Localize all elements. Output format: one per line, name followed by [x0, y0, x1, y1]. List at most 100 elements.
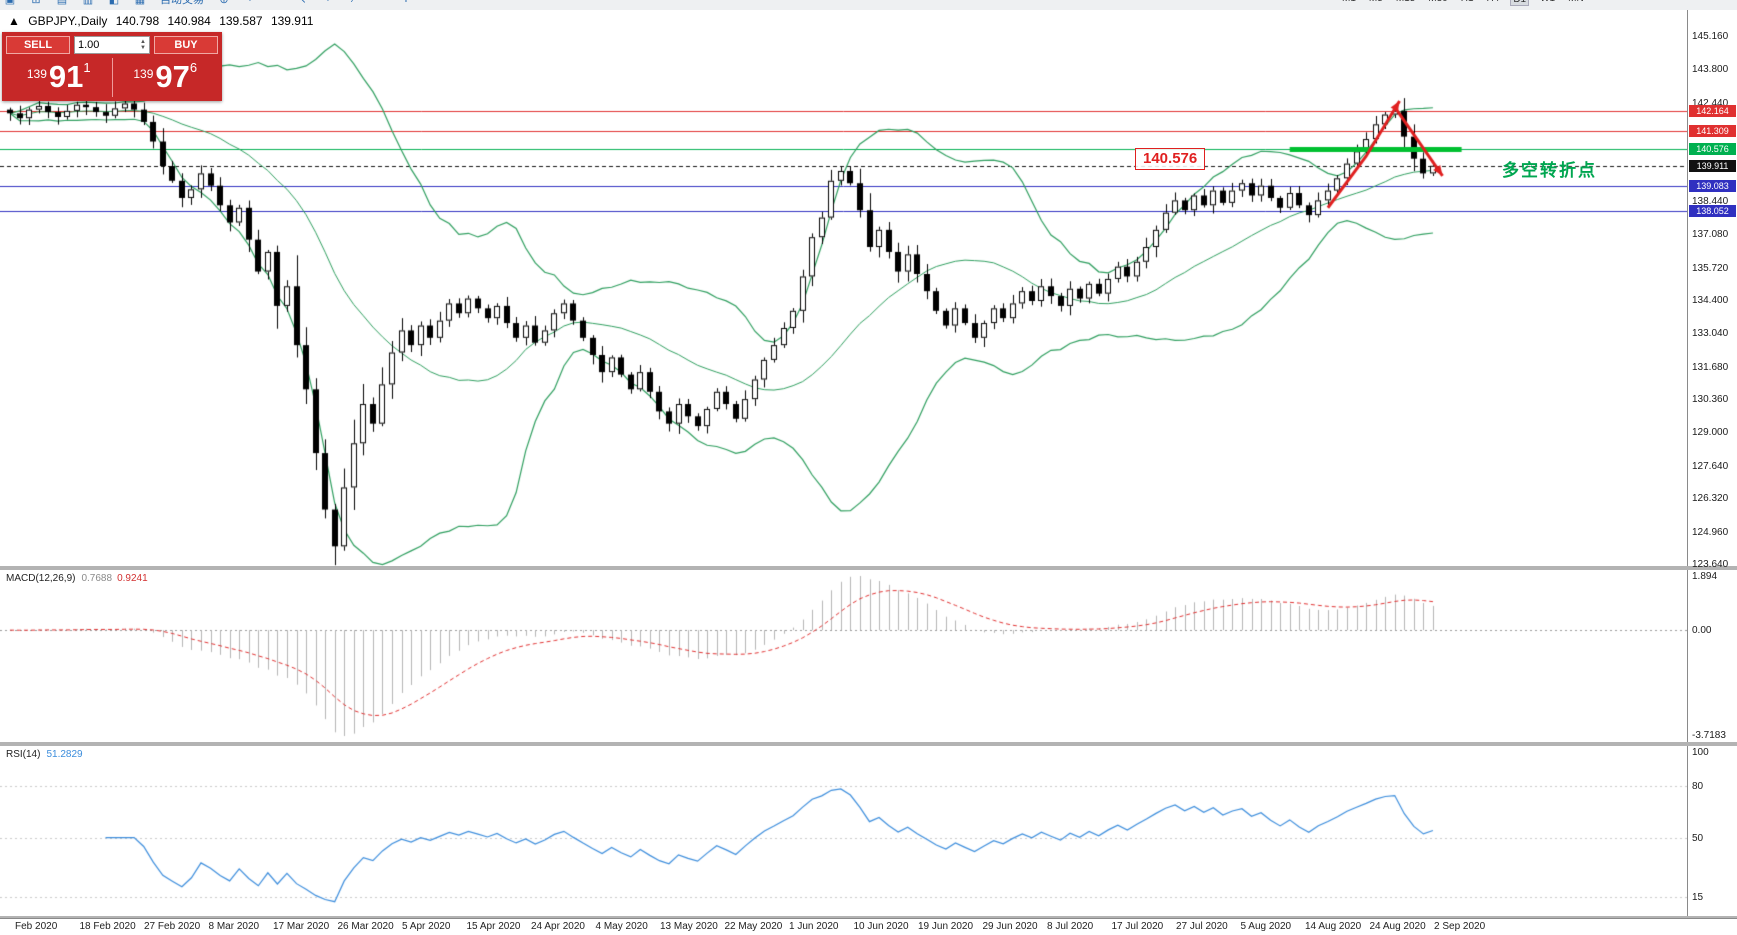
date-tick: 27 Feb 2020	[144, 921, 201, 932]
symbol-period-label: GBPJPY.,Daily	[28, 14, 108, 28]
hline-icon[interactable]: —	[374, 0, 386, 5]
navigator-icon[interactable]: ◧	[108, 0, 120, 6]
chart-title: ▲ GBPJPY.,Daily 140.798 140.984 139.587 …	[8, 14, 318, 28]
date-tick: 15 Apr 2020	[466, 921, 521, 932]
timeframe-m15[interactable]: M15	[1394, 0, 1417, 6]
ohlc-high: 140.984	[167, 14, 211, 28]
rsi-axis[interactable]: 100 80 50 15	[1687, 746, 1737, 916]
date-tick: 14 Aug 2020	[1305, 921, 1362, 932]
macd-axis-max: 1.894	[1692, 571, 1718, 582]
timeframe-m30[interactable]: M30	[1426, 0, 1449, 6]
macd-pane: 1.894 0.00 -3.7183 MACD(12,26,9) 0.7688 0.…	[0, 570, 1737, 744]
ask-prefix: 139	[133, 67, 154, 81]
price-axis[interactable]: 145.160 143.800 142.440 138.440 137.080 135.7…	[1687, 10, 1737, 570]
date-tick: 4 May 2020	[595, 921, 648, 932]
date-tick: 8 Jul 2020	[1047, 921, 1094, 932]
zoom-in-icon[interactable]: +	[244, 0, 256, 5]
rsi-value: 51.2829	[46, 749, 83, 760]
date-tick: 24 Aug 2020	[1369, 921, 1426, 932]
macd-name: MACD(12,26,9)	[6, 573, 76, 584]
macd-canvas[interactable]	[0, 570, 1687, 742]
date-tick: 10 Jun 2020	[853, 921, 909, 932]
level-price-label: 139.911	[1689, 159, 1736, 172]
data-window-icon[interactable]: ▥	[82, 0, 94, 6]
date-tick: 18 Feb 2020	[79, 921, 136, 932]
date-tick: 17 Mar 2020	[273, 921, 330, 932]
ask-price[interactable]: 139976	[113, 58, 219, 97]
bid-price[interactable]: 139911	[6, 58, 113, 97]
date-tick: 5 Apr 2020	[402, 921, 451, 932]
rsi-axis-15: 15	[1692, 892, 1704, 904]
text-label-icon[interactable]: T	[400, 0, 412, 5]
ohlc-close: 139.911	[270, 14, 314, 28]
level-price-label: 139.083	[1689, 180, 1736, 193]
rsi-label: RSI(14) 51.2829	[6, 749, 83, 760]
price-tick: 129.000	[1692, 427, 1729, 439]
one-click-trade-panel: SELL ▲ ▼ BUY 139911 139976	[2, 32, 222, 101]
macd-axis-zero: 0.00	[1692, 625, 1712, 637]
level-price-label: 138.052	[1689, 205, 1736, 218]
ohlc-low: 139.587	[219, 14, 263, 28]
buy-button[interactable]: BUY	[154, 36, 218, 54]
date-tick: 13 May 2020	[660, 921, 718, 932]
price-tick: 123.640	[1692, 558, 1729, 570]
macd-signal-value: 0.9241	[117, 573, 148, 584]
price-tick: 145.160	[1692, 31, 1729, 42]
timeframe-h1[interactable]: H1	[1459, 0, 1476, 6]
price-tick: 138.440	[1692, 195, 1729, 207]
date-tick: 17 Jul 2020	[1111, 921, 1164, 932]
timeframe-m1[interactable]: M1	[1340, 0, 1358, 6]
price-chart-canvas[interactable]	[0, 10, 1687, 566]
timeframe-m5[interactable]: M5	[1367, 0, 1385, 6]
timeframe-toolbar: M1 M5 M15 M30 H1 H4 D1 W1 MN	[1340, 0, 1586, 6]
rsi-axis-80: 80	[1692, 781, 1704, 793]
price-tick: 143.800	[1692, 64, 1729, 76]
trendline-icon[interactable]: ∕	[348, 0, 360, 5]
one-click-toggle-icon[interactable]: ▲	[8, 14, 20, 28]
volume-input[interactable]	[75, 38, 131, 52]
date-tick: 26 Mar 2020	[337, 921, 394, 932]
price-tick: 135.720	[1692, 262, 1729, 274]
turning-point-note[interactable]: 多空转折点	[1502, 161, 1597, 180]
volume-field: ▲ ▼	[74, 36, 150, 54]
crosshair-icon[interactable]: +	[322, 0, 334, 5]
timeframe-w1[interactable]: W1	[1538, 0, 1557, 6]
price-tick: 142.440	[1692, 97, 1729, 109]
price-tick: 137.080	[1692, 229, 1729, 241]
price-callout-label[interactable]: 140.576	[1135, 148, 1206, 170]
volume-decrease-icon[interactable]: ▼	[140, 45, 146, 51]
date-tick: 27 Jul 2020	[1176, 921, 1228, 932]
charts-grid-icon[interactable]: ⊞	[30, 0, 42, 6]
macd-axis-min: -3.7183	[1692, 730, 1726, 741]
date-tick: 2 Sep 2020	[1434, 921, 1486, 932]
timeframe-mn[interactable]: MN	[1566, 0, 1586, 6]
volume-increase-icon[interactable]: ▲	[140, 39, 146, 45]
date-tick: 19 Jun 2020	[918, 921, 974, 932]
macd-axis[interactable]: 1.894 0.00 -3.7183	[1687, 570, 1737, 742]
price-tick: 130.360	[1692, 394, 1729, 406]
timeframe-h4[interactable]: H4	[1485, 0, 1502, 6]
new-order-icon[interactable]: ▣	[4, 0, 16, 6]
rsi-axis-100: 100	[1692, 747, 1709, 758]
cursor-icon[interactable]: ↖	[296, 0, 308, 6]
date-axis[interactable]: Feb 2020 18 Feb 2020 27 Feb 2020 8 Mar 2020…	[0, 918, 1737, 935]
rsi-canvas[interactable]	[0, 746, 1687, 916]
bid-prefix: 139	[26, 67, 47, 81]
zoom-out-icon[interactable]: −	[270, 0, 282, 5]
date-tick: 29 Jun 2020	[982, 921, 1038, 932]
rsi-name: RSI(14)	[6, 749, 41, 760]
pane-separator[interactable]	[0, 568, 1737, 570]
date-tick: 1 Jun 2020	[789, 921, 839, 932]
auto-trading-button[interactable]: 自动交易	[160, 0, 204, 6]
market-watch-icon[interactable]: ▤	[56, 0, 68, 6]
date-tick: Feb 2020	[15, 921, 58, 932]
pane-separator[interactable]	[0, 744, 1737, 746]
timeframe-d1[interactable]: D1	[1510, 0, 1530, 6]
level-price-label: 142.164	[1689, 104, 1736, 117]
macd-label: MACD(12,26,9) 0.7688 0.9241	[6, 573, 148, 584]
terminal-icon[interactable]: ▦	[134, 0, 146, 6]
ask-pip: 6	[189, 60, 198, 75]
date-tick: 24 Apr 2020	[531, 921, 585, 932]
sell-button[interactable]: SELL	[6, 36, 70, 54]
new-chart-icon[interactable]: ⊕	[218, 0, 230, 6]
